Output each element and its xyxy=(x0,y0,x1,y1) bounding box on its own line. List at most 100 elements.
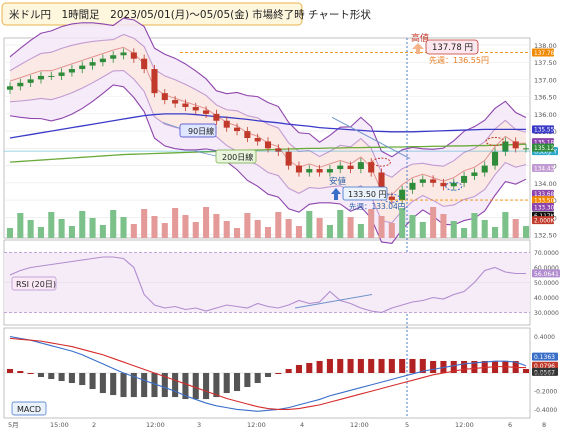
volume-bar xyxy=(461,228,468,238)
bb-lower-1 xyxy=(9,69,527,224)
candle-body xyxy=(244,131,251,138)
macd-histogram-bar xyxy=(522,368,530,373)
volume-bar xyxy=(285,219,292,238)
bollinger-inner-fill xyxy=(10,34,526,223)
candle-body xyxy=(306,169,313,173)
rsi-tick-label: 56.0641 xyxy=(534,271,559,278)
macd-histogram-bar xyxy=(79,373,86,386)
macd-histogram-bar xyxy=(120,373,127,398)
ma90-label-box xyxy=(179,123,217,138)
x-tick-label: 6 xyxy=(508,421,512,429)
volume-bar xyxy=(48,212,55,238)
price-badge-label: 135.18 xyxy=(534,140,555,146)
price-badge-label: 133.68 xyxy=(534,192,555,198)
candle-body xyxy=(254,138,261,142)
macd-histogram-bar xyxy=(244,373,251,388)
candle-body xyxy=(368,162,375,173)
volume-bar xyxy=(161,223,168,238)
macd-histogram-bar xyxy=(461,360,468,373)
pattern-circle xyxy=(485,136,505,146)
rsi-current-badge xyxy=(532,269,560,278)
price-badge xyxy=(532,125,554,134)
macd-histogram-bar xyxy=(223,373,230,394)
x-tick-label: 2 xyxy=(92,421,96,429)
price-badge xyxy=(532,48,554,57)
candle-body xyxy=(110,55,117,59)
macd-histogram-bar xyxy=(357,358,364,373)
candle-body xyxy=(295,165,302,173)
volume-bar xyxy=(378,216,385,238)
candle-body xyxy=(120,52,127,56)
rsi-tick-label: 30.0000 xyxy=(534,310,559,317)
volume-bar xyxy=(409,215,416,238)
volume-bar xyxy=(141,209,148,238)
macd-histogram-bar xyxy=(419,358,426,373)
candle-body xyxy=(203,110,210,114)
x-tick-label: 5月 xyxy=(8,421,19,429)
price-badge-label: 134.43 xyxy=(534,166,555,172)
volume-bar xyxy=(264,227,272,238)
bb-lower-2 xyxy=(9,84,527,244)
rsi-tick-label: 40.0000 xyxy=(534,295,559,302)
rsi-label: RSI (20日) xyxy=(16,280,56,289)
volume-bar xyxy=(192,222,199,238)
macd-histogram-bar xyxy=(368,358,375,373)
price-tick-label: 138.00 xyxy=(534,42,557,50)
volume-bar xyxy=(492,227,499,238)
candle-body xyxy=(130,52,137,59)
price-badge-label: USD/JPY xyxy=(534,149,557,155)
price-badge-label: 135.12 xyxy=(534,146,555,152)
volume-bar xyxy=(522,226,530,238)
ma200-pointer xyxy=(194,150,217,157)
candle-body xyxy=(37,75,44,80)
x-tick-label: 8 xyxy=(542,421,546,429)
candle-body xyxy=(17,82,24,87)
macd-histogram-bar xyxy=(471,360,478,373)
candle-body xyxy=(234,127,241,132)
volume-bar xyxy=(295,226,302,238)
volume-bar xyxy=(17,213,24,238)
macd-histogram-bar xyxy=(264,373,272,378)
macd-histogram-bar xyxy=(37,373,44,378)
price-badge-label: 133.30 xyxy=(534,205,555,211)
axis-layer: 138.00137.50137.00136.50136.00135.50135.… xyxy=(8,42,558,429)
candle-body xyxy=(357,162,364,170)
macd-histogram-bar xyxy=(48,373,55,380)
candle-body xyxy=(79,65,86,70)
macd-tick-label: 0.1363 xyxy=(534,354,555,361)
volume-bar xyxy=(471,213,478,238)
macd-histogram-bar xyxy=(130,373,137,398)
candle-body xyxy=(502,141,509,152)
volume-bar xyxy=(368,209,375,238)
price-tick-label: 136.00 xyxy=(534,111,557,119)
x-tick-label: 12:00 xyxy=(350,421,369,429)
macd-histogram-bar xyxy=(347,358,354,373)
macd-value-badge xyxy=(532,367,558,376)
candle-body xyxy=(151,69,158,94)
volume-bar xyxy=(399,208,406,238)
price-badge-label: 135.55 xyxy=(534,128,555,134)
x-tick-label: 15:00 xyxy=(50,421,69,429)
volume-bar xyxy=(89,218,96,238)
volume-bar xyxy=(430,207,437,238)
candle-body xyxy=(388,196,395,201)
macd-tick-label: 0.4000 xyxy=(534,334,555,341)
price-badge xyxy=(532,143,554,152)
x-tick-label: 12:00 xyxy=(455,421,474,429)
ma200-label: 200日線 xyxy=(222,152,253,162)
macd-tick-label: -0.2000 xyxy=(534,389,557,396)
candle-body xyxy=(213,113,220,121)
x-tick-label: 3 xyxy=(197,421,201,429)
candle-body xyxy=(481,165,488,173)
volume-bar xyxy=(151,216,158,238)
ma90-line xyxy=(9,113,526,139)
macd-histogram-bar xyxy=(68,373,75,384)
volume-bar xyxy=(182,215,189,238)
price-badge xyxy=(532,164,554,172)
volume-bar xyxy=(357,224,364,238)
macd-histogram-bar xyxy=(388,358,395,373)
volume-bar xyxy=(99,225,106,238)
price-layer xyxy=(4,17,530,418)
